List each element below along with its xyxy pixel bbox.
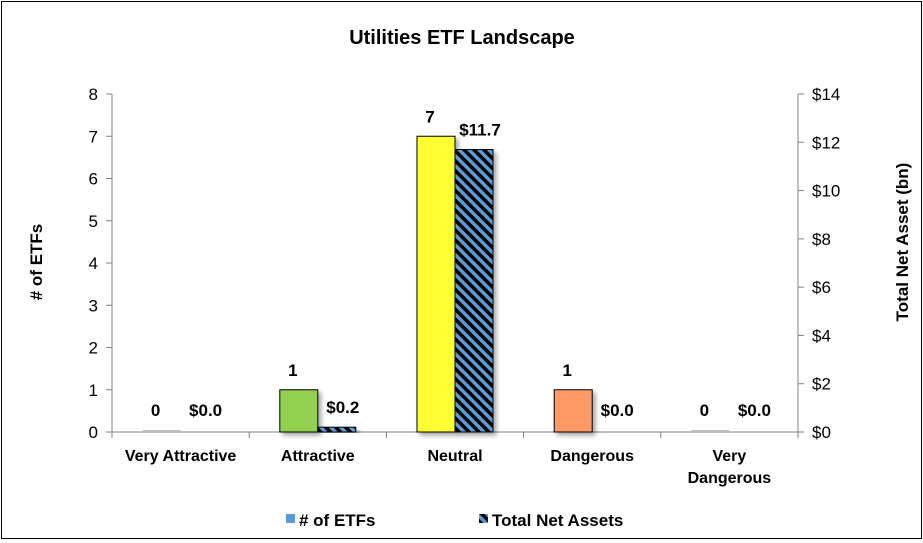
category-label: Neutral (427, 448, 482, 465)
data-label-assets: $0.0 (601, 401, 634, 420)
bar-etfs (691, 430, 730, 432)
category-label: Very Dangerous (688, 448, 772, 487)
data-label-assets: $0.0 (189, 401, 222, 420)
legend-swatch-etfs (286, 514, 295, 523)
y-tick-label: 8 (89, 85, 98, 104)
y2-axis-title: Total Net Asset (bn) (893, 163, 912, 322)
y-tick-label: 3 (89, 296, 98, 315)
y-tick-label: 2 (89, 339, 98, 358)
y-tick-label: 5 (89, 212, 98, 231)
y2-tick-label: $6 (812, 278, 831, 297)
category-labels: Very Attractive Attractive Neutral Dangerou… (125, 448, 771, 487)
data-label-assets: $11.7 (459, 121, 501, 140)
legend-label-etfs: # of ETFs (299, 511, 376, 530)
bar-assets (317, 426, 357, 433)
bar-assets (454, 149, 494, 433)
category-label-line: Very Attractive (125, 448, 237, 465)
data-label-etfs: 0 (700, 401, 709, 420)
bars (142, 135, 730, 433)
data-label-etfs: 1 (288, 361, 297, 380)
y2-axis-ticks: $0 $2 $4 $6 $8 $10 $12 $14 (798, 85, 840, 442)
y-tick-label: 7 (89, 127, 98, 146)
y-tick-label: 0 (89, 423, 98, 442)
y2-tick-label: $4 (812, 326, 831, 345)
y-axis-title: # of ETFs (27, 224, 46, 301)
legend-label-assets: Total Net Assets (492, 511, 623, 530)
bar-etfs (553, 389, 593, 433)
legend-swatch-assets (479, 514, 488, 523)
legend: # of ETFs Total Net Assets (286, 511, 623, 530)
bar-etfs (142, 430, 181, 432)
y-tick-label: 1 (89, 381, 98, 400)
category-label: Very Attractive (125, 448, 237, 465)
data-label-etfs: 0 (151, 401, 160, 420)
y2-tick-label: $10 (812, 182, 840, 201)
chart-title: Utilities ETF Landscape (349, 27, 575, 49)
category-label: Dangerous (550, 448, 634, 465)
y2-tick-label: $12 (812, 133, 840, 152)
category-label-line: Attractive (281, 448, 355, 465)
bar-etfs (279, 389, 319, 433)
data-label-assets: $0.2 (326, 398, 359, 417)
data-label-etfs: 7 (425, 107, 434, 126)
data-label-etfs: 1 (562, 361, 571, 380)
y2-tick-label: $14 (812, 85, 840, 104)
category-label-line: Dangerous (688, 470, 772, 487)
data-label-assets: $0.0 (738, 401, 771, 420)
category-label: Attractive (281, 448, 355, 465)
category-label-line: Neutral (427, 448, 482, 465)
category-label-line: Very (712, 448, 746, 465)
data-labels: 0 $0.0 1 $0.2 7 $11.7 1 $0.0 0 $0.0 (151, 107, 771, 420)
y2-tick-label: $0 (812, 423, 831, 442)
x-axis-ticks (111, 432, 799, 438)
bar-etfs (416, 135, 456, 433)
category-label-line: Dangerous (550, 448, 634, 465)
y-tick-label: 6 (89, 170, 98, 189)
y2-tick-label: $8 (812, 230, 831, 249)
y2-tick-label: $2 (812, 375, 831, 394)
y-tick-label: 4 (89, 254, 98, 273)
y-axis-ticks: 0 1 2 3 4 5 6 7 8 (89, 85, 112, 442)
